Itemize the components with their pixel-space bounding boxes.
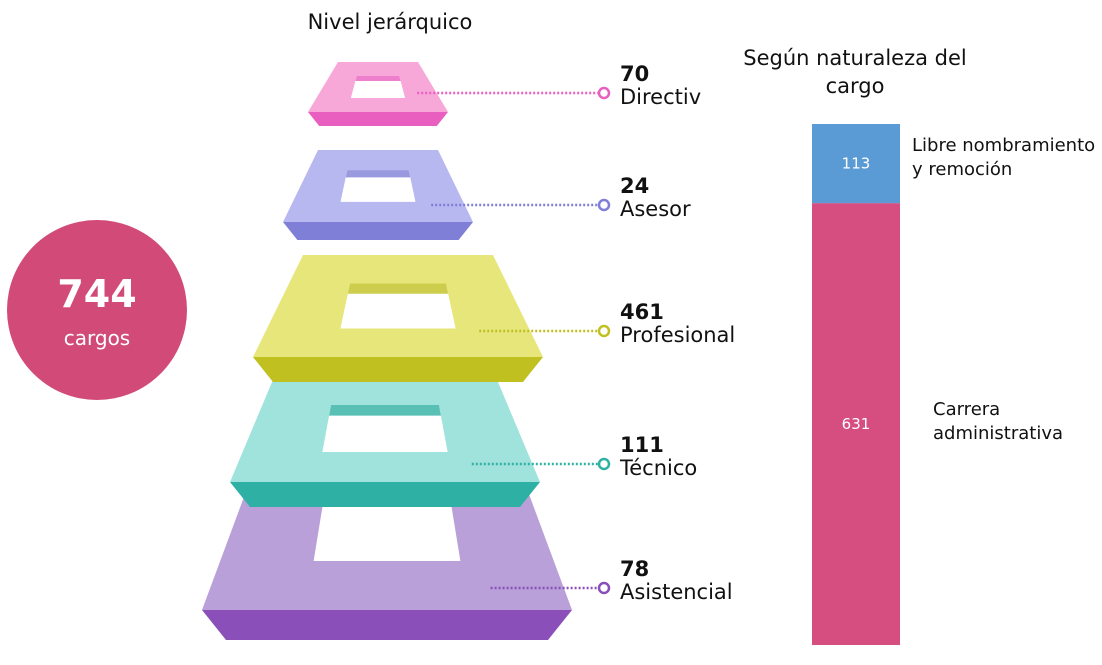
layer-front [253, 357, 543, 382]
layer-front [283, 222, 473, 240]
level-label: Directiv [620, 86, 701, 108]
bar-value: 113 [842, 155, 871, 173]
layer-inner-wall [355, 76, 400, 81]
layer-front [308, 112, 448, 126]
infographic: 631 113 744 cargos Nivel jerárquico Según… [0, 0, 1102, 665]
pyramid-title: Nivel jerárquico [270, 10, 510, 34]
layer-inner-wall [329, 405, 441, 416]
bar-value: 631 [842, 415, 871, 433]
level-value: 461 [620, 301, 664, 323]
level-label: Asesor [620, 198, 691, 220]
total-label: cargos [20, 326, 174, 350]
legend-label: Libre nombramiento y remoción [912, 134, 1102, 182]
leader-dot [599, 326, 609, 336]
layer-inner-wall [348, 284, 448, 294]
leader-dot [599, 88, 609, 98]
leader-dot [599, 459, 609, 469]
level-value: 70 [620, 63, 649, 85]
level-value: 111 [620, 434, 664, 456]
level-value: 78 [620, 558, 649, 580]
bar-title: Según naturaleza del cargo [740, 44, 970, 100]
leader-dot [599, 583, 609, 593]
legend-label: Carrera administrativa [933, 398, 1102, 446]
layer-front [202, 610, 572, 640]
leader-dot [599, 200, 609, 210]
layer-front [230, 482, 540, 507]
level-value: 24 [620, 175, 649, 197]
level-label: Técnico [620, 457, 697, 479]
level-label: Profesional [620, 324, 735, 346]
level-label: Asistencial [620, 581, 733, 603]
layer-inner-wall [346, 170, 411, 177]
total-value: 744 [20, 272, 174, 316]
